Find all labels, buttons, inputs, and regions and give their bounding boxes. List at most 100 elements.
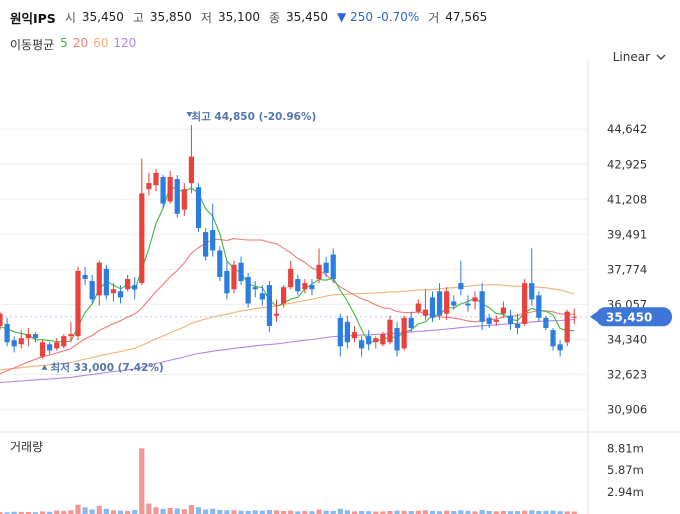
last-price-text: 35,450 bbox=[606, 310, 652, 324]
candle-body bbox=[564, 311, 570, 343]
candle-body bbox=[117, 291, 124, 298]
volume-bars bbox=[0, 448, 577, 514]
change-value: ▼ 250 -0.70% bbox=[337, 10, 420, 24]
annotation-low: 최저 33,000 (7.42%) bbox=[51, 361, 164, 374]
candle-body bbox=[96, 262, 102, 296]
candle-body bbox=[295, 279, 301, 292]
candle-body bbox=[32, 334, 39, 339]
candle-body bbox=[444, 291, 450, 314]
ma20-line bbox=[0, 238, 575, 375]
volume-bar bbox=[486, 511, 492, 514]
volume-bar bbox=[273, 510, 280, 514]
volume-value: 47,565 bbox=[445, 10, 488, 24]
volume-bar bbox=[11, 511, 17, 514]
volume-bar bbox=[295, 511, 301, 514]
volume-label: 거 bbox=[428, 10, 440, 25]
volume-bar bbox=[61, 511, 67, 514]
candle-body bbox=[557, 344, 563, 351]
candle-body bbox=[259, 293, 265, 300]
candle-body bbox=[429, 297, 436, 318]
candle-body bbox=[47, 344, 53, 351]
volume-bar bbox=[39, 511, 46, 514]
candle-body bbox=[436, 291, 443, 316]
candle-body bbox=[316, 264, 322, 280]
candle-body bbox=[167, 177, 173, 202]
candle-body bbox=[394, 327, 400, 351]
volume-bar bbox=[536, 511, 542, 514]
candle-body bbox=[224, 270, 230, 294]
volume-bar bbox=[217, 509, 223, 514]
candle-body bbox=[358, 340, 365, 349]
chevron-down-icon bbox=[656, 50, 666, 64]
volume-bar bbox=[543, 510, 549, 514]
ma20-legend[interactable]: 20 bbox=[72, 36, 89, 50]
candle-body bbox=[387, 319, 393, 343]
volume-bar bbox=[139, 448, 145, 514]
volume-bar bbox=[451, 511, 457, 514]
volume-tick-label: 2.94m bbox=[607, 485, 644, 499]
volume-bar bbox=[330, 511, 336, 514]
grid-lines bbox=[0, 60, 680, 514]
volume-bar bbox=[238, 510, 244, 514]
candle-body bbox=[238, 262, 244, 282]
low-marker-icon bbox=[41, 364, 48, 370]
volume-axis: 8.81m 5.87m 2.94m bbox=[607, 441, 644, 499]
candle-body bbox=[337, 317, 343, 347]
volume-bar bbox=[422, 510, 428, 514]
volume-bar bbox=[465, 510, 471, 514]
candle-body bbox=[472, 297, 478, 302]
candle-body bbox=[571, 316, 577, 318]
volume-bar bbox=[429, 511, 436, 514]
candle-body bbox=[25, 334, 31, 339]
volume-bar bbox=[472, 511, 478, 514]
volume-bar bbox=[444, 510, 450, 514]
candle-body bbox=[210, 230, 216, 251]
quote-header: 원익IPS 시 35,450 고 35,850 저 35,100 종 35,45… bbox=[10, 8, 490, 26]
volume-bar bbox=[224, 510, 230, 514]
ma5-legend[interactable]: 5 bbox=[60, 36, 68, 50]
candle-body bbox=[514, 323, 521, 328]
price-tag-pointer-icon bbox=[590, 311, 597, 322]
price-tick-label: 34,340 bbox=[607, 332, 647, 346]
volume-bar bbox=[281, 511, 287, 514]
volume-bar bbox=[351, 511, 358, 514]
close-label: 종 bbox=[268, 10, 281, 25]
candle-body bbox=[245, 276, 251, 304]
candle-body bbox=[181, 189, 187, 210]
candle-body bbox=[217, 250, 223, 277]
volume-bar bbox=[132, 509, 138, 514]
candle-body bbox=[146, 183, 152, 190]
scale-selector[interactable]: Linear bbox=[613, 50, 666, 64]
volume-bar bbox=[529, 510, 535, 514]
volume-bar bbox=[266, 509, 273, 514]
volume-bar bbox=[18, 511, 24, 514]
volume-bar bbox=[415, 510, 421, 514]
candle-body bbox=[330, 254, 336, 280]
volume-bar bbox=[571, 511, 577, 514]
volume-bar bbox=[259, 510, 265, 514]
candle-body bbox=[11, 340, 17, 347]
price-tick-label: 30,906 bbox=[607, 402, 647, 416]
volume-bar bbox=[514, 511, 521, 514]
volume-bar bbox=[522, 510, 528, 514]
volume-bar bbox=[68, 510, 74, 514]
high-label: 고 bbox=[132, 10, 144, 25]
volume-bar bbox=[195, 507, 202, 514]
volume-bar bbox=[181, 509, 187, 514]
candle-body bbox=[451, 301, 457, 306]
price-tick-label: 32,623 bbox=[607, 367, 647, 381]
candle-body bbox=[160, 177, 166, 204]
candle-body bbox=[281, 287, 287, 304]
ma120-legend[interactable]: 120 bbox=[113, 36, 137, 50]
candle-body bbox=[4, 323, 10, 343]
ma60-legend[interactable]: 60 bbox=[93, 36, 109, 50]
annotations: 최고 44,850 (-20.96%) 최저 33,000 (7.42%) bbox=[41, 110, 316, 374]
volume-bar bbox=[210, 508, 216, 514]
volume-bar bbox=[153, 507, 159, 514]
volume-bar bbox=[408, 511, 414, 514]
volume-bar bbox=[47, 511, 53, 514]
volume-bar bbox=[387, 511, 393, 514]
stock-name: 원익IPS bbox=[10, 10, 56, 26]
candle-body bbox=[465, 303, 471, 306]
